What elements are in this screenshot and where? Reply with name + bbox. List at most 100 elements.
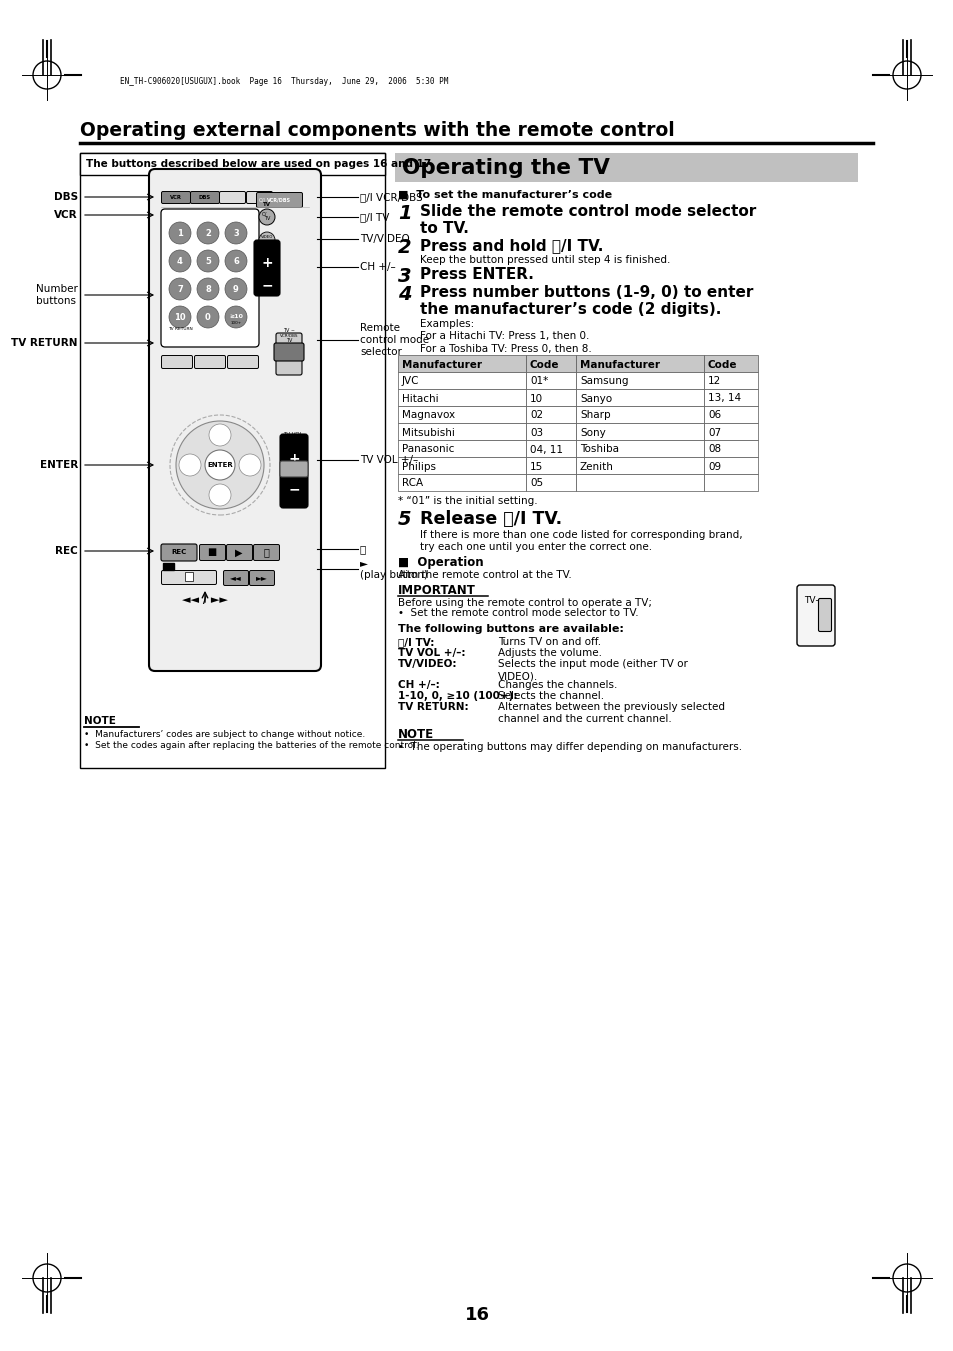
Text: CH +/–:: CH +/–:: [397, 680, 439, 690]
Text: 15: 15: [530, 462, 542, 471]
Text: CH: CH: [262, 249, 272, 254]
Circle shape: [175, 422, 264, 509]
Text: TV/VIDEO: TV/VIDEO: [359, 234, 410, 245]
FancyBboxPatch shape: [274, 343, 304, 361]
Circle shape: [196, 222, 219, 245]
FancyBboxPatch shape: [161, 355, 193, 369]
Text: TV ~: TV ~: [283, 328, 294, 334]
Bar: [397, 474, 525, 490]
Bar: [703, 389, 758, 407]
Bar: [703, 372, 758, 389]
Text: •  Set the remote control mode selector to TV.: • Set the remote control mode selector t…: [397, 608, 638, 617]
FancyBboxPatch shape: [161, 544, 196, 561]
Bar: [397, 372, 525, 389]
Text: ENTER: ENTER: [207, 462, 233, 467]
Text: Aim the remote control at the TV.: Aim the remote control at the TV.: [397, 570, 571, 580]
Text: Hitachi: Hitachi: [401, 393, 438, 404]
Text: 10: 10: [530, 393, 542, 404]
Text: +: +: [261, 255, 273, 270]
Text: •  The operating buttons may differ depending on manufacturers.: • The operating buttons may differ depen…: [397, 742, 741, 753]
Text: Changes the channels.: Changes the channels.: [497, 680, 617, 690]
Text: TV RETURN: TV RETURN: [168, 327, 193, 331]
Text: Examples:
For a Hitachi TV: Press 1, then 0.
For a Toshiba TV: Press 0, then 8.: Examples: For a Hitachi TV: Press 1, the…: [419, 319, 591, 354]
Text: Samsung: Samsung: [579, 377, 628, 386]
Text: 3: 3: [397, 267, 411, 286]
Text: VIDEO: VIDEO: [260, 235, 273, 239]
Text: 2: 2: [205, 228, 211, 238]
FancyBboxPatch shape: [227, 355, 258, 369]
FancyBboxPatch shape: [275, 332, 302, 376]
FancyBboxPatch shape: [250, 570, 274, 585]
Text: Keep the button pressed until step 4 is finished.: Keep the button pressed until step 4 is …: [419, 255, 670, 265]
Text: ►
(play button): ► (play button): [359, 558, 428, 580]
Text: Number
buttons: Number buttons: [36, 284, 78, 305]
Text: Sony: Sony: [579, 427, 605, 438]
Text: 100+: 100+: [230, 322, 241, 326]
Text: Mitsubishi: Mitsubishi: [401, 427, 455, 438]
FancyBboxPatch shape: [161, 192, 191, 204]
Text: ►►: ►►: [255, 574, 268, 582]
Bar: [576, 372, 703, 389]
Text: Code: Code: [530, 359, 558, 370]
Circle shape: [196, 305, 219, 328]
Bar: [397, 440, 525, 457]
Text: IMPORTANT: IMPORTANT: [397, 584, 476, 597]
Text: TV/VIDEO:: TV/VIDEO:: [397, 659, 457, 669]
FancyBboxPatch shape: [280, 434, 308, 508]
Bar: [525, 407, 576, 423]
Text: VCR/DBS: VCR/DBS: [279, 334, 298, 338]
Bar: [576, 440, 703, 457]
Circle shape: [169, 278, 191, 300]
Bar: [576, 355, 703, 372]
Circle shape: [209, 424, 231, 446]
Text: Selects the channel.: Selects the channel.: [497, 690, 603, 701]
Text: Zenith: Zenith: [579, 462, 613, 471]
Text: TV RETURN: TV RETURN: [11, 338, 78, 349]
Text: +: +: [288, 453, 299, 466]
Text: ~: ~: [287, 345, 291, 349]
Text: TV: TV: [264, 216, 270, 222]
FancyBboxPatch shape: [161, 209, 258, 347]
Text: 08: 08: [707, 444, 720, 454]
Circle shape: [169, 250, 191, 272]
Text: Operating external components with the remote control: Operating external components with the r…: [80, 120, 674, 139]
Text: •  Manufacturers’ codes are subject to change without notice.: • Manufacturers’ codes are subject to ch…: [84, 730, 365, 739]
FancyBboxPatch shape: [253, 544, 279, 561]
Bar: [576, 474, 703, 490]
Text: VCR/DBS: VCR/DBS: [279, 353, 298, 357]
Bar: [525, 440, 576, 457]
Bar: [576, 407, 703, 423]
Bar: [703, 440, 758, 457]
Bar: [80, 153, 385, 767]
Text: Release ⏻/I TV.: Release ⏻/I TV.: [419, 509, 561, 528]
FancyBboxPatch shape: [149, 169, 320, 671]
FancyBboxPatch shape: [194, 355, 225, 369]
Circle shape: [225, 222, 247, 245]
Text: 6: 6: [233, 257, 238, 266]
Text: Press number buttons (1-9, 0) to enter
the manufacturer’s code (2 digits).: Press number buttons (1-9, 0) to enter t…: [419, 285, 753, 317]
Bar: [80, 153, 385, 176]
Text: ⏻/I TV:: ⏻/I TV:: [397, 638, 434, 647]
Text: The following buttons are available:: The following buttons are available:: [397, 624, 623, 634]
Text: 13, 14: 13, 14: [707, 393, 740, 404]
Bar: [525, 457, 576, 474]
Circle shape: [205, 450, 234, 480]
FancyBboxPatch shape: [280, 461, 308, 477]
Bar: [576, 389, 703, 407]
Text: ◄◄: ◄◄: [230, 574, 242, 582]
FancyBboxPatch shape: [256, 192, 302, 208]
Bar: [703, 407, 758, 423]
Text: REC: REC: [55, 546, 78, 557]
FancyBboxPatch shape: [818, 598, 831, 631]
Text: REC: REC: [172, 550, 187, 555]
Text: TV: TV: [286, 338, 292, 343]
FancyBboxPatch shape: [191, 192, 219, 204]
Text: If there is more than one code listed for corresponding brand,
try each one unti: If there is more than one code listed fo…: [419, 530, 741, 553]
Bar: [397, 457, 525, 474]
Circle shape: [196, 250, 219, 272]
Text: 5: 5: [397, 509, 411, 530]
Text: 0: 0: [205, 312, 211, 322]
Circle shape: [179, 454, 201, 476]
Text: VCR/DBS: VCR/DBS: [267, 197, 291, 203]
Text: 2: 2: [397, 238, 411, 257]
